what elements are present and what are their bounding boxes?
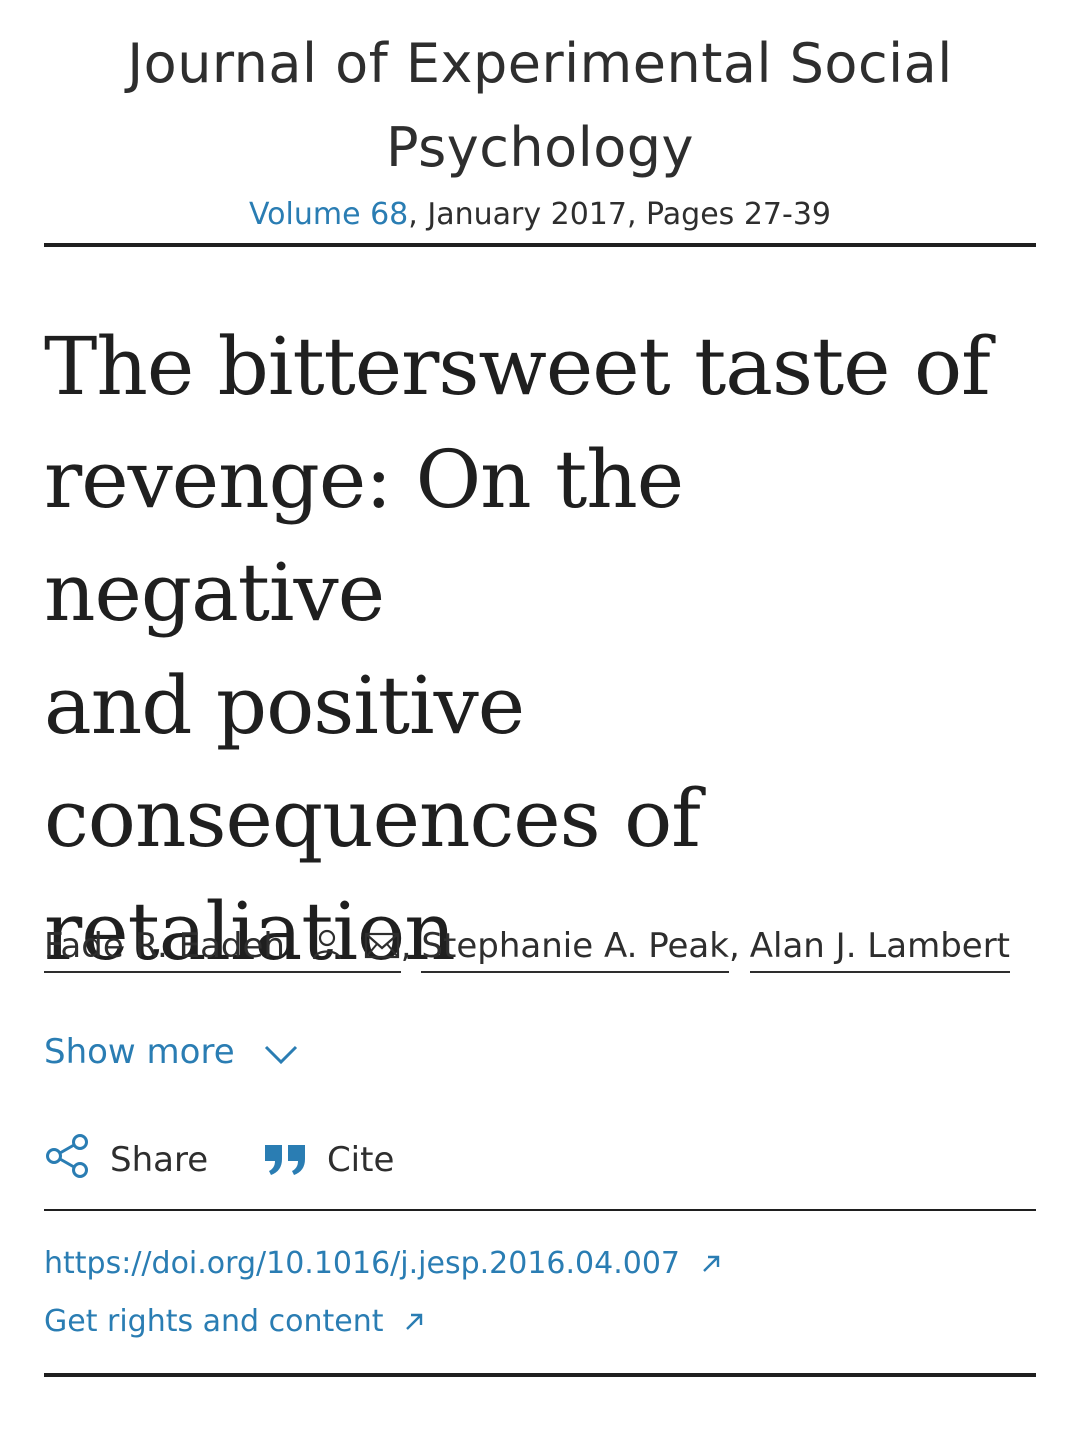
- footer-divider: [44, 1373, 1036, 1377]
- email-icon[interactable]: [363, 929, 401, 961]
- author-list: Fade R. Eadeh , Stephanie A. Peak, Alan J.…: [44, 918, 1036, 974]
- issue-info: Volume 68, January 2017, Pages 27-39: [44, 194, 1036, 236]
- article-title: The bittersweet taste of revenge: On the…: [44, 310, 1036, 988]
- doi-text[interactable]: https://doi.org/10.1016/j.jesp.2016.04.0…: [44, 1246, 681, 1281]
- cite-label[interactable]: Cite: [326, 1140, 395, 1180]
- article-title-line: retaliation: [44, 885, 456, 978]
- show-more-button[interactable]: Show more: [44, 1026, 299, 1078]
- share-button[interactable]: Share: [44, 1132, 208, 1188]
- article-title-line: and positive: [44, 659, 525, 752]
- article-title-line: The bittersweet taste of: [44, 320, 991, 413]
- author-separator: ,: [728, 926, 740, 966]
- article-actions: Share Cite: [44, 1132, 438, 1188]
- journal-title-line-1[interactable]: Journal of Experimental Social: [127, 32, 953, 95]
- issue-details: , January 2017, Pages 27-39: [408, 197, 832, 232]
- external-link-icon[interactable]: [403, 1311, 425, 1333]
- show-more-label[interactable]: Show more: [44, 1032, 235, 1072]
- share-icon[interactable]: [44, 1133, 92, 1179]
- author-name[interactable]: Fade R. Eadeh: [44, 926, 285, 966]
- volume-link[interactable]: Volume 68: [248, 197, 409, 232]
- author-link-peak[interactable]: Stephanie A. Peak: [421, 921, 729, 973]
- person-icon: [312, 929, 341, 960]
- quote-icon[interactable]: [263, 1141, 309, 1179]
- chevron-down-icon[interactable]: [263, 1042, 299, 1066]
- share-label[interactable]: Share: [110, 1140, 209, 1180]
- author-link-lambert[interactable]: Alan J. Lambert: [749, 921, 1011, 973]
- cite-button[interactable]: Cite: [263, 1132, 394, 1188]
- header-divider: [44, 243, 1036, 247]
- journal-title[interactable]: Journal of Experimental Social Psycholog…: [44, 22, 1036, 190]
- journal-title-line-2[interactable]: Psychology: [386, 116, 694, 179]
- rights-link[interactable]: Get rights and content: [44, 1300, 425, 1344]
- rights-text[interactable]: Get rights and content: [44, 1304, 384, 1339]
- article-title-line: revenge: On the negative: [44, 433, 684, 639]
- author-link-eadeh[interactable]: Fade R. Eadeh: [44, 921, 401, 973]
- doi-link[interactable]: https://doi.org/10.1016/j.jesp.2016.04.0…: [44, 1242, 722, 1286]
- article-page: Journal of Experimental Social Psycholog…: [44, 0, 1036, 1439]
- actions-divider: [44, 1209, 1036, 1211]
- external-link-icon[interactable]: [700, 1253, 722, 1275]
- author-separator: ,: [400, 926, 412, 966]
- article-title-line: consequences of: [44, 772, 701, 865]
